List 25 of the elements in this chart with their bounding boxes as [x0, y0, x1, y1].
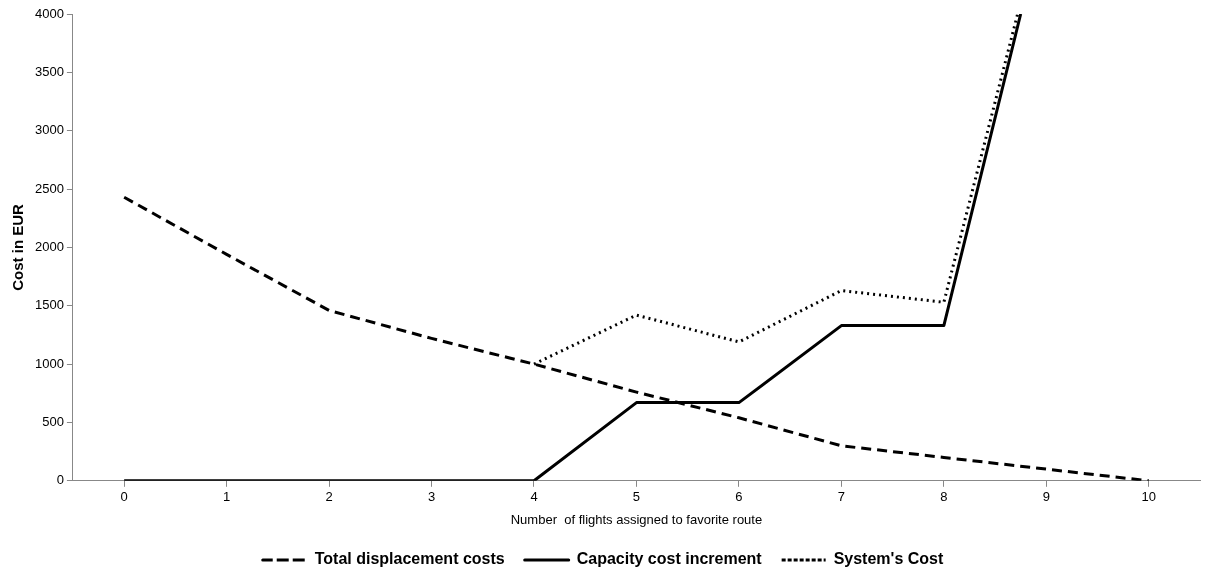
x-tick-label: 9	[1042, 489, 1050, 505]
y-tick-label: 500	[42, 414, 64, 430]
y-tick-label: 1500	[35, 297, 64, 313]
x-tick-label: 8	[940, 489, 948, 505]
y-tick-label: 2500	[35, 180, 64, 196]
legend-label: System's Cost	[833, 550, 944, 568]
y-tick-label: 3000	[35, 122, 64, 138]
y-tick-label: 0	[56, 472, 64, 488]
y-tick-label: 1000	[35, 355, 64, 371]
x-tick-label: 6	[735, 489, 743, 505]
y-tick-label: 2000	[35, 238, 64, 254]
x-tick-label: 3	[427, 489, 436, 505]
y-tick-label: 3500	[35, 63, 64, 79]
y-tick-label: 4000	[35, 5, 64, 21]
x-tick-label: 10	[1141, 489, 1156, 505]
legend-label: Capacity cost increment	[576, 550, 763, 568]
x-tick-label: 0	[120, 489, 128, 505]
y-axis-title: Cost in EUR	[9, 203, 27, 291]
x-axis-title: Number of flights assigned to favorite route	[510, 511, 763, 527]
x-tick-label: 4	[530, 489, 538, 505]
x-tick-label: 2	[325, 489, 333, 505]
x-tick-label: 1	[223, 489, 231, 505]
legend-label: Total displacement costs	[314, 550, 505, 568]
x-tick-label: 7	[837, 489, 845, 505]
x-tick-label: 5	[632, 489, 641, 505]
